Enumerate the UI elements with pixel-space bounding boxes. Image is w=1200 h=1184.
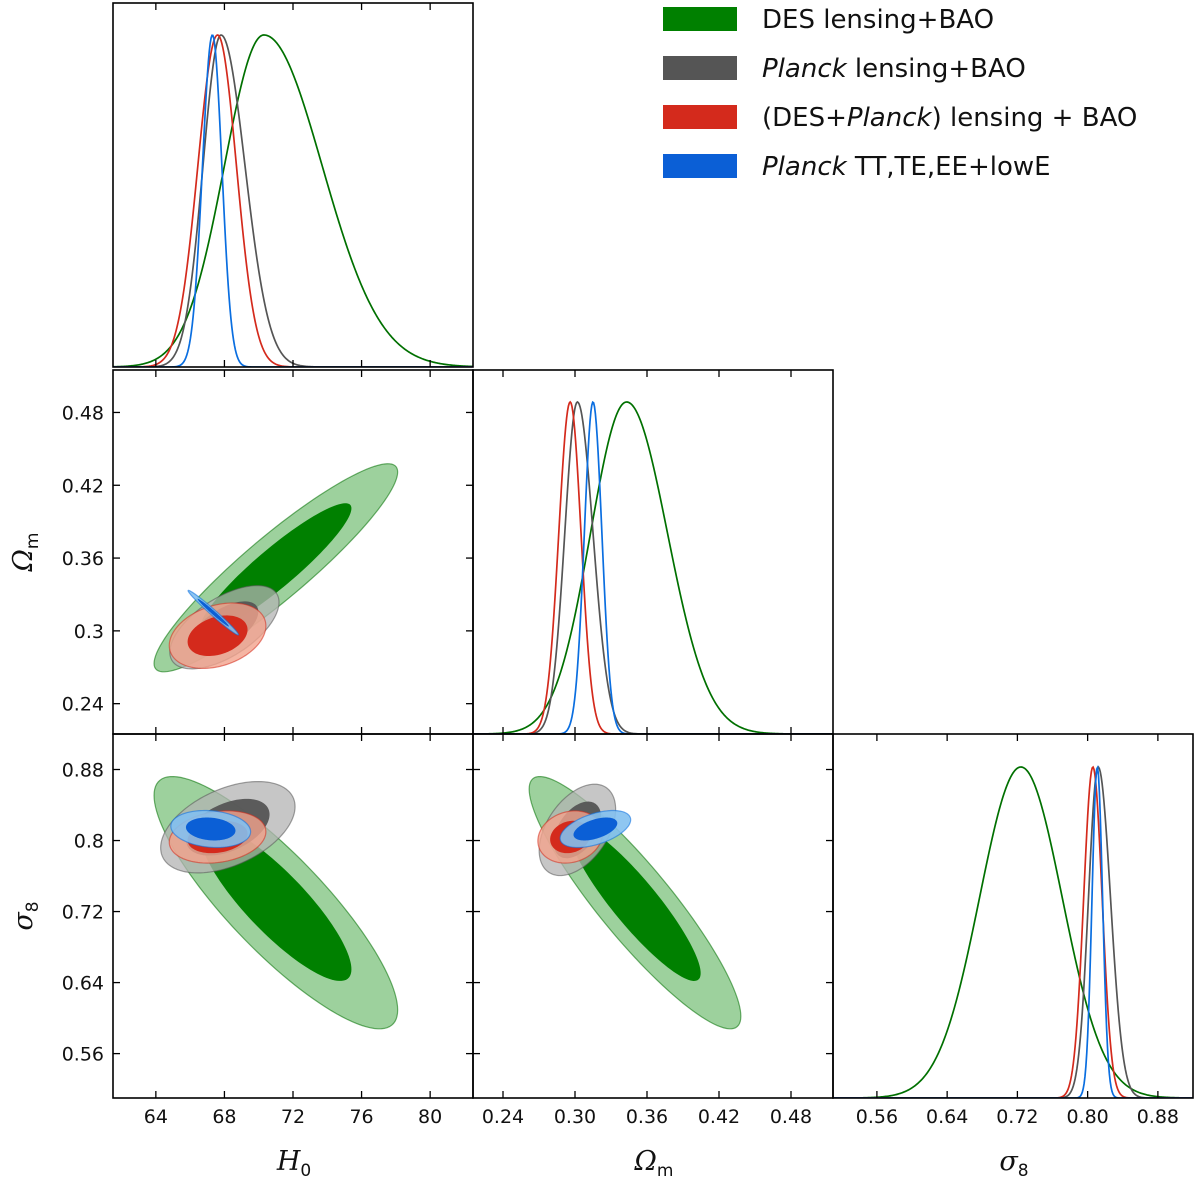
x-tick-label-H0: 76 [349,1106,373,1128]
x-tick-label-Om: 0.42 [698,1106,740,1128]
legend-entry-3: Planck TT,TE,EE+lowE [663,152,1051,182]
x-tick-label-s8: 0.80 [1066,1106,1108,1128]
x-axis-label-s8: σ8 [999,1146,1028,1181]
x-tick-label-s8: 0.72 [996,1106,1038,1128]
marginal-curve-H0-s2 [113,34,473,367]
marginal-panel-Om [473,400,833,734]
y-tick-label-Om: 0.48 [62,402,104,424]
y-tick-label-s8: 0.56 [62,1044,104,1066]
panels-layer [113,34,1193,1098]
x-tick-label-Om: 0.30 [554,1106,596,1128]
legend-label: (DES+Planck) lensing + BAO [762,103,1137,133]
contour-68-Om_s8-s3 [573,817,618,841]
legend-entry-1: Planck lensing+BAO [663,54,1026,84]
contour-68-H0_Om-s2 [187,615,248,657]
x-tick-label-H0: 68 [212,1106,236,1128]
y-tick-label-Om: 0.42 [62,475,104,497]
x-axis-label-Om: Ωm [634,1146,674,1181]
y-axis-label-Om: Ωm [8,533,43,573]
contour-68-H0_Om-s3 [197,598,229,627]
legend-swatch [663,7,737,31]
y-axis-label-s8: σ8 [8,901,43,930]
y-tick-label-Om: 0.36 [62,548,104,570]
marginal-panel-s8 [833,764,1193,1098]
y-tick-label-s8: 0.64 [62,973,104,995]
y-tick-label-s8: 0.72 [62,902,104,924]
marginal-curve-s8-s2 [833,765,1193,1098]
marginal-curve-Om-s2 [473,400,833,734]
legend-label: DES lensing+BAO [762,5,994,35]
x-tick-label-H0: 72 [281,1106,305,1128]
contour-68-Om_s8-s0 [569,824,701,981]
x-tick-label-Om: 0.24 [482,1106,524,1128]
marginal-curve-Om-s3 [473,400,833,734]
legend-label: Planck TT,TE,EE+lowE [762,152,1051,182]
marginal-curve-H0-s0 [113,34,473,367]
marginal-curve-H0-s3 [113,34,473,367]
legend-entry-0: DES lensing+BAO [663,5,994,35]
marginal-curve-s8-s3 [833,764,1193,1098]
marginal-curve-H0-s1 [113,34,473,367]
x-tick-label-s8: 0.56 [856,1106,898,1128]
legend: DES lensing+BAO Planck lensing+BAO (DES+Pl… [663,5,1137,182]
x-axis-label-H0: H0 [276,1146,311,1181]
contour-panel-H0_Om [153,463,399,673]
panel-frame [472,369,834,735]
legend-swatch [663,105,737,129]
y-tick-label-Om: 0.3 [74,621,104,643]
x-tick-label-s8: 0.64 [926,1106,968,1128]
contour-panel-Om_s8 [528,775,742,1030]
marginal-panel-H0 [113,34,473,367]
x-tick-label-H0: 80 [418,1106,442,1128]
y-tick-label-Om: 0.24 [62,694,104,716]
contour-68-H0_s8-s3 [185,817,236,841]
marginal-curve-Om-s0 [473,401,833,734]
y-tick-label-s8: 0.88 [62,760,104,782]
marginal-curve-s8-s0 [833,766,1193,1098]
panel-frame [112,2,474,368]
contour-panel-H0_s8 [153,775,399,1030]
legend-swatch [663,56,737,80]
x-tick-label-H0: 64 [144,1106,168,1128]
axes-layer: 64 68 72 76 80 0.24 0.30 0.36 0.42 0.48 0.56 0.64 0.… [8,2,1194,1181]
y-tick-label-s8: 0.8 [74,831,104,853]
legend-entry-2: (DES+Planck) lensing + BAO [663,103,1137,133]
legend-label: Planck lensing+BAO [762,54,1026,84]
marginal-curve-Om-s1 [473,400,833,734]
panel-frame [832,733,1194,1099]
x-tick-label-s8: 0.88 [1137,1106,1179,1128]
legend-swatch [663,154,737,178]
x-tick-label-Om: 0.48 [770,1106,812,1128]
marginal-curve-s8-s1 [833,765,1193,1098]
x-tick-label-Om: 0.36 [626,1106,668,1128]
